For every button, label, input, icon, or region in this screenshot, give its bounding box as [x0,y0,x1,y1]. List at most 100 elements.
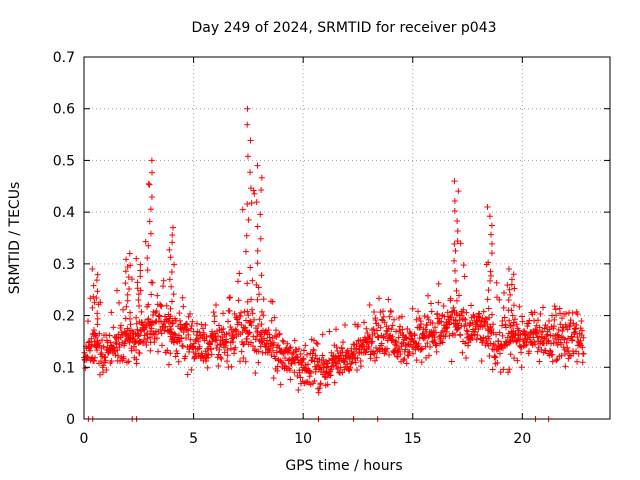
data-point [377,324,384,331]
data-point [90,326,97,333]
data-point [428,308,435,315]
data-point [100,369,107,376]
data-point [388,326,395,333]
data-point [177,317,184,324]
data-point [277,381,284,388]
data-point [487,324,494,331]
data-point [401,356,408,363]
data-point [510,328,517,335]
data-point [433,329,440,336]
data-point [92,354,99,361]
data-point [564,344,571,351]
data-point [106,332,113,339]
data-point [514,357,521,364]
data-point [431,334,438,341]
data-point [125,358,132,365]
data-points [81,105,587,422]
data-point [258,272,265,279]
data-point [485,287,492,294]
data-point [272,355,279,362]
data-point [394,353,401,360]
data-point [87,295,94,302]
data-point [435,299,442,306]
data-point [220,310,227,317]
data-point [363,349,370,356]
data-point [342,353,349,360]
data-point [324,374,331,381]
data-point [93,294,100,301]
data-point [413,316,420,323]
data-point [393,339,400,346]
data-point [246,329,253,336]
data-point [265,326,272,333]
data-point [328,366,335,373]
data-point [432,342,439,349]
data-point [134,326,141,333]
data-point [254,223,261,230]
data-point [94,310,101,317]
data-point [350,351,357,358]
data-point [396,315,403,321]
data-point [226,308,233,315]
x-axis-label: GPS time / hours [285,458,402,474]
y-axis-label: SRMTID / TECUs [7,182,23,295]
data-point [108,309,115,316]
data-point [122,268,129,275]
data-point [207,341,214,348]
data-point [142,319,149,326]
data-point [522,342,529,349]
data-point [305,361,312,368]
data-point [85,318,92,325]
data-point [454,218,461,225]
data-point [87,347,94,354]
data-point [533,330,540,337]
data-point [287,344,294,351]
data-point [224,358,231,365]
data-point [415,340,422,347]
data-point [572,326,579,333]
data-point [424,314,431,321]
data-point [258,174,265,181]
data-point [487,277,494,284]
data-point [454,227,461,234]
data-point [240,355,247,362]
data-point [147,230,154,237]
data-point [244,105,251,112]
data-point [391,316,398,323]
data-point [478,358,485,365]
data-point [256,316,263,323]
data-point [293,346,300,353]
data-point [227,324,234,331]
data-point [160,283,167,290]
data-point [353,341,360,348]
data-point [232,344,239,351]
data-point [108,358,115,365]
data-point [484,296,491,303]
data-point [418,359,425,366]
data-point [264,337,271,344]
data-point [300,355,307,362]
data-point [269,298,276,305]
data-point [220,325,227,332]
data-point [255,348,262,355]
data-point [247,169,254,176]
data-point [226,295,233,302]
data-point [452,277,459,284]
data-point [417,324,424,331]
data-point [319,331,326,338]
data-point [577,337,584,344]
data-point [512,316,519,323]
data-point [123,303,130,310]
data-point [573,321,580,328]
data-point [509,312,516,319]
data-point [560,344,567,351]
data-point [97,371,104,378]
data-point [493,331,500,338]
data-point [158,303,165,310]
data-point [479,314,486,321]
data-point [100,343,107,350]
data-point [505,297,512,304]
data-point [395,334,402,341]
data-point [524,323,531,330]
data-point [565,335,572,342]
